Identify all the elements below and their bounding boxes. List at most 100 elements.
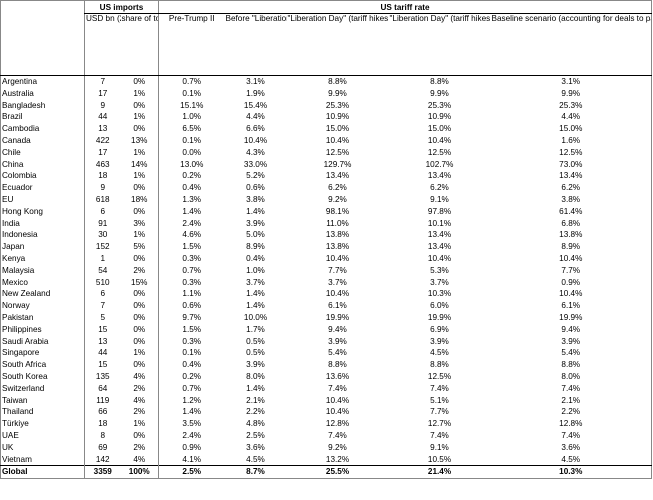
row-country: Chile [2, 147, 21, 157]
row-apr10: 10.9% [325, 112, 350, 122]
row-usd: 15 [84, 323, 121, 336]
row-usd: 618 [84, 193, 121, 206]
row-apr12: 4.5% [430, 348, 449, 358]
row-apr10: 25.3% [325, 100, 350, 110]
row-baseline: 6.2% [561, 183, 581, 193]
table-row: Vietnam 142 4% 4.1% 4.5% 13.2% 10.5% 4.5% [1, 453, 652, 466]
row-apr10: 8.8% [328, 77, 347, 86]
row-share: 1% [133, 419, 146, 429]
row-baseline: 25.3% [559, 100, 583, 110]
row-pre: 0.0% [158, 146, 225, 159]
row-baseline: 3.9% [561, 336, 581, 346]
row-pre: 0.7% [158, 75, 225, 88]
row-country: Indonesia [2, 230, 38, 240]
table-row: Colombia 18 1% 0.2% 5.2% 13.4% 13.4% 13.4% [1, 170, 652, 183]
row-apr10: 6.1% [328, 301, 347, 311]
row-apr12: 10.9% [427, 112, 452, 122]
row-apr10: 5.4% [328, 348, 347, 358]
table-row: UK 69 2% 0.9% 3.6% 9.2% 9.1% 3.6% [1, 441, 652, 454]
row-country: Vietnam [2, 454, 32, 464]
table-row: Indonesia 30 1% 4.6% 5.0% 13.8% 13.4% 13.8% [1, 229, 652, 242]
row-before: 4.8% [246, 419, 265, 429]
row-before: 0.6% [246, 183, 265, 193]
table-row: Saudi Arabia 13 0% 0.3% 0.5% 3.9% 3.9% 3.9% [1, 335, 652, 348]
row-pre: 0.3% [158, 335, 225, 348]
table-row: Singapore 44 1% 0.1% 0.5% 5.4% 4.5% 5.4% [1, 347, 652, 360]
row-pre: 0.1% [158, 87, 225, 100]
row-baseline: 4.5% [561, 454, 581, 464]
row-apr12: 8.8% [430, 360, 449, 370]
row-baseline: 7.4% [561, 383, 581, 393]
row-pre: 0.1% [158, 134, 225, 147]
table-row: Japan 152 5% 1.5% 8.9% 13.8% 13.4% 8.9% [1, 241, 652, 253]
row-baseline: 61.4% [559, 206, 583, 216]
row-baseline: 2.1% [561, 395, 581, 405]
empty-corner [1, 1, 85, 14]
footer-usd: 3359 [84, 465, 121, 479]
row-share: 15% [131, 277, 148, 287]
row-country: New Zealand [2, 289, 51, 299]
row-apr12: 8.8% [430, 77, 449, 86]
row-pre: 0.9% [158, 441, 225, 454]
header-apr10: "Liberation Day" (tariff hikes and accou… [286, 13, 389, 76]
row-apr12: 6.0% [430, 301, 449, 311]
row-apr12: 9.9% [430, 88, 449, 98]
table-row: Cambodia 13 0% 6.5% 6.6% 15.0% 15.0% 15.0% [1, 123, 652, 135]
row-country: Argentina [2, 77, 38, 86]
header-baseline: Baseline scenario (accounting for deals … [490, 13, 652, 76]
row-usd: 5 [84, 311, 121, 324]
row-apr10: 10.4% [325, 289, 350, 299]
row-share: 2% [133, 383, 146, 393]
row-before: 10.0% [243, 312, 268, 322]
row-before: 4.3% [246, 147, 265, 157]
row-baseline: 12.8% [559, 419, 583, 429]
row-usd: 9 [84, 182, 121, 194]
row-baseline: 3.8% [561, 194, 581, 204]
row-baseline: 8.0% [561, 371, 581, 381]
row-baseline: 4.4% [561, 112, 581, 122]
row-share: 4% [133, 454, 146, 464]
group-us-imports: US imports [84, 0, 159, 14]
row-baseline: 13.4% [559, 171, 583, 181]
row-pre: 0.2% [158, 170, 225, 183]
row-country: Pakistan [2, 312, 34, 322]
row-baseline: 8.8% [561, 360, 581, 370]
row-pre: 2.4% [158, 429, 225, 442]
row-country: Türkiye [2, 419, 29, 429]
row-baseline: 3.1% [561, 77, 581, 86]
row-usd: 69 [84, 441, 121, 454]
row-baseline: 0.9% [561, 277, 581, 287]
row-apr12: 3.9% [430, 336, 449, 346]
row-pre: 3.5% [158, 418, 225, 430]
row-share: 1% [133, 348, 146, 358]
row-before: 2.2% [246, 407, 265, 417]
row-baseline: 12.5% [559, 147, 583, 157]
row-before: 3.8% [246, 194, 265, 204]
table-row: China 463 14% 13.0% 33.0% 129.7% 102.7% 73.0% [1, 158, 652, 171]
row-share: 0% [133, 183, 146, 193]
footer-apr10: 25.5% [286, 465, 389, 479]
row-apr12: 10.1% [427, 218, 452, 228]
row-baseline: 7.7% [561, 265, 581, 275]
row-share: 0% [133, 77, 146, 86]
table-row: Norway 7 0% 0.6% 1.4% 6.1% 6.0% 6.1% [1, 300, 652, 312]
row-usd: 142 [84, 453, 121, 466]
row-baseline: 6.1% [561, 301, 581, 311]
row-share: 0% [133, 301, 146, 311]
footer-apr12: 21.4% [388, 465, 491, 479]
row-apr12: 5.3% [430, 265, 449, 275]
row-country: Ecuador [2, 183, 33, 193]
row-country: Singapore [2, 348, 40, 358]
row-pre: 0.7% [158, 264, 225, 277]
table-row: Canada 422 13% 0.1% 10.4% 10.4% 10.4% 1.6% [1, 134, 652, 147]
country-header [0, 13, 85, 76]
row-apr10: 9.9% [328, 88, 347, 98]
row-share: 1% [133, 88, 146, 98]
row-share: 2% [133, 442, 146, 452]
row-apr10: 10.4% [325, 135, 350, 145]
row-apr12: 97.8% [427, 206, 452, 216]
table-row: India 91 3% 2.4% 3.9% 11.0% 10.1% 6.8% [1, 217, 652, 230]
row-pre: 0.7% [158, 382, 225, 395]
row-pre: 2.4% [158, 217, 225, 230]
row-country: UAE [2, 430, 19, 440]
